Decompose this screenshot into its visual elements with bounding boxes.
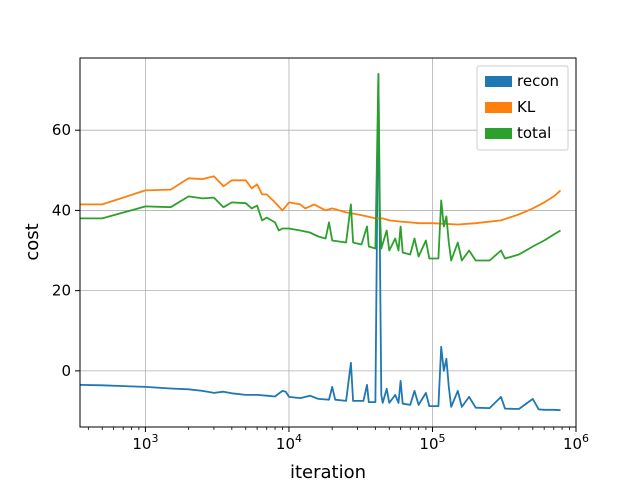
x-tick-label: 105	[419, 432, 445, 453]
x-tick-label: 106	[563, 432, 589, 453]
x-axis-label: iteration	[290, 462, 366, 480]
y-tick-label: 60	[52, 121, 71, 139]
series-line-recon	[79, 73, 561, 412]
legend: recon KL total	[476, 65, 569, 151]
legend-swatch-total	[485, 128, 512, 139]
legend-label-total: total	[517, 124, 551, 142]
x-tick-label: 103	[132, 432, 158, 453]
series-line-KL	[80, 175, 562, 226]
legend-swatch-KL	[485, 102, 512, 113]
y-tick-label: 0	[61, 362, 71, 380]
plot-frame	[79, 57, 577, 428]
series-lines	[79, 73, 562, 412]
y-ticks: 0 20 40 60	[52, 121, 80, 380]
series-line-total	[80, 73, 561, 262]
y-axis-label: cost	[22, 223, 43, 260]
y-tick-label: 40	[52, 201, 71, 219]
legend-swatch-recon	[485, 76, 512, 87]
x-tick-label: 104	[276, 432, 302, 453]
y-tick-label: 20	[52, 282, 71, 300]
legend-label-recon: recon	[517, 72, 559, 90]
x-ticks: 103 104 105 106	[87, 427, 589, 453]
legend-label-KL: KL	[517, 98, 536, 116]
